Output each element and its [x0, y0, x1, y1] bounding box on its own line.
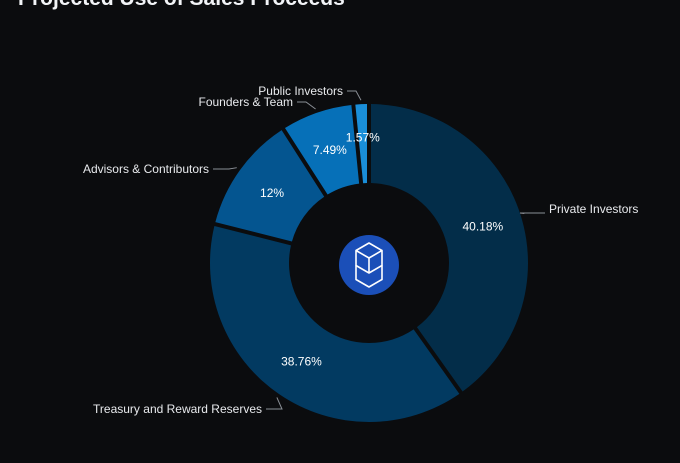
slice-public-investors[interactable]: [355, 104, 368, 184]
slice-label-private-investors: Private Investors: [549, 202, 638, 216]
slice-value-private-investors: 40.18%: [463, 220, 504, 234]
slice-founders-and-team[interactable]: [284, 104, 360, 195]
slice-advisors-and-contributors[interactable]: [215, 130, 325, 242]
slice-label-treasury-and-reward-reserves: Treasury and Reward Reserves: [93, 402, 262, 416]
leader-line-treasury-and-reward-reserves: [266, 397, 283, 410]
slice-private-investors[interactable]: [370, 104, 528, 392]
slice-value-public-investors: 1.57%: [346, 131, 380, 145]
fantom-cube-logo-icon: [339, 235, 399, 295]
slice-value-founders-and-team: 7.49%: [313, 143, 347, 157]
slice-treasury-and-reward-reserves[interactable]: [210, 225, 460, 422]
chart-title: Projected Use of Sales Proceeds: [18, 0, 345, 11]
leader-line-public-investors: [347, 90, 362, 101]
slice-label-advisors-and-contributors: Advisors & Contributors: [83, 162, 209, 176]
slice-value-treasury-and-reward-reserves: 38.76%: [281, 355, 322, 369]
leader-line-founders-and-team: [297, 101, 316, 110]
slice-label-founders-and-team: Founders & Team: [199, 95, 294, 109]
leader-line-private-investors: [519, 212, 545, 215]
slice-value-advisors-and-contributors: 12%: [260, 186, 284, 200]
slice-label-public-investors: Public Investors: [258, 84, 343, 98]
leader-line-advisors-and-contributors: [213, 167, 237, 170]
